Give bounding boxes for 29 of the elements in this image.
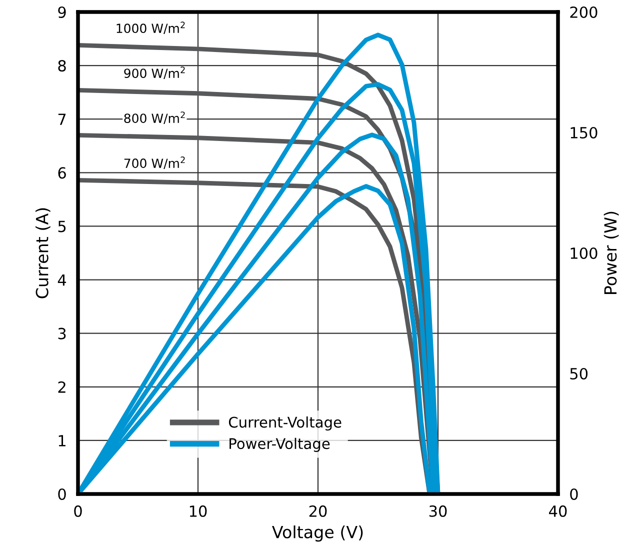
- y-tick-label: 8: [58, 60, 66, 72]
- y-tick-label: 6: [58, 167, 66, 179]
- y2-axis-title: Power (W): [604, 212, 619, 294]
- y-tick-label: 2: [58, 381, 66, 393]
- y-axis-title: Current (A): [36, 208, 50, 298]
- legend-label: Power-Voltage: [230, 438, 330, 452]
- annotation: 800 W/m$^{2}$: [124, 112, 185, 124]
- x-tick-label: 30: [429, 505, 447, 517]
- x-tick-label: 10: [190, 505, 207, 517]
- y2-tick-label: 200: [570, 6, 598, 18]
- annotation: 900 W/m$^{2}$: [124, 66, 185, 80]
- y-tick-label: 0: [58, 488, 66, 500]
- x-tick-label: 40: [549, 505, 567, 517]
- y2-tick-label: 0: [570, 488, 578, 500]
- annotation: 700 W/m$^{2}$: [124, 156, 185, 169]
- y2-tick-label: 100: [570, 247, 598, 260]
- y-tick-label: 3: [58, 328, 66, 340]
- y-tick-label: 4: [58, 274, 66, 286]
- y2-tick-label: 150: [570, 126, 598, 139]
- y-tick-label: 1: [58, 435, 66, 446]
- x-axis-title: Voltage (V): [272, 525, 363, 542]
- x-tick-label: 20: [309, 505, 327, 517]
- x-tick-label: 0: [74, 505, 82, 517]
- y2-tick-label: 50: [570, 368, 588, 380]
- legend-label: Current-Voltage: [228, 416, 342, 431]
- y-tick-label: 5: [58, 220, 66, 232]
- y-tick-label: 7: [58, 114, 66, 125]
- annotation: 1000 W/m$^{2}$: [116, 22, 185, 34]
- y-tick-label: 9: [58, 6, 66, 18]
